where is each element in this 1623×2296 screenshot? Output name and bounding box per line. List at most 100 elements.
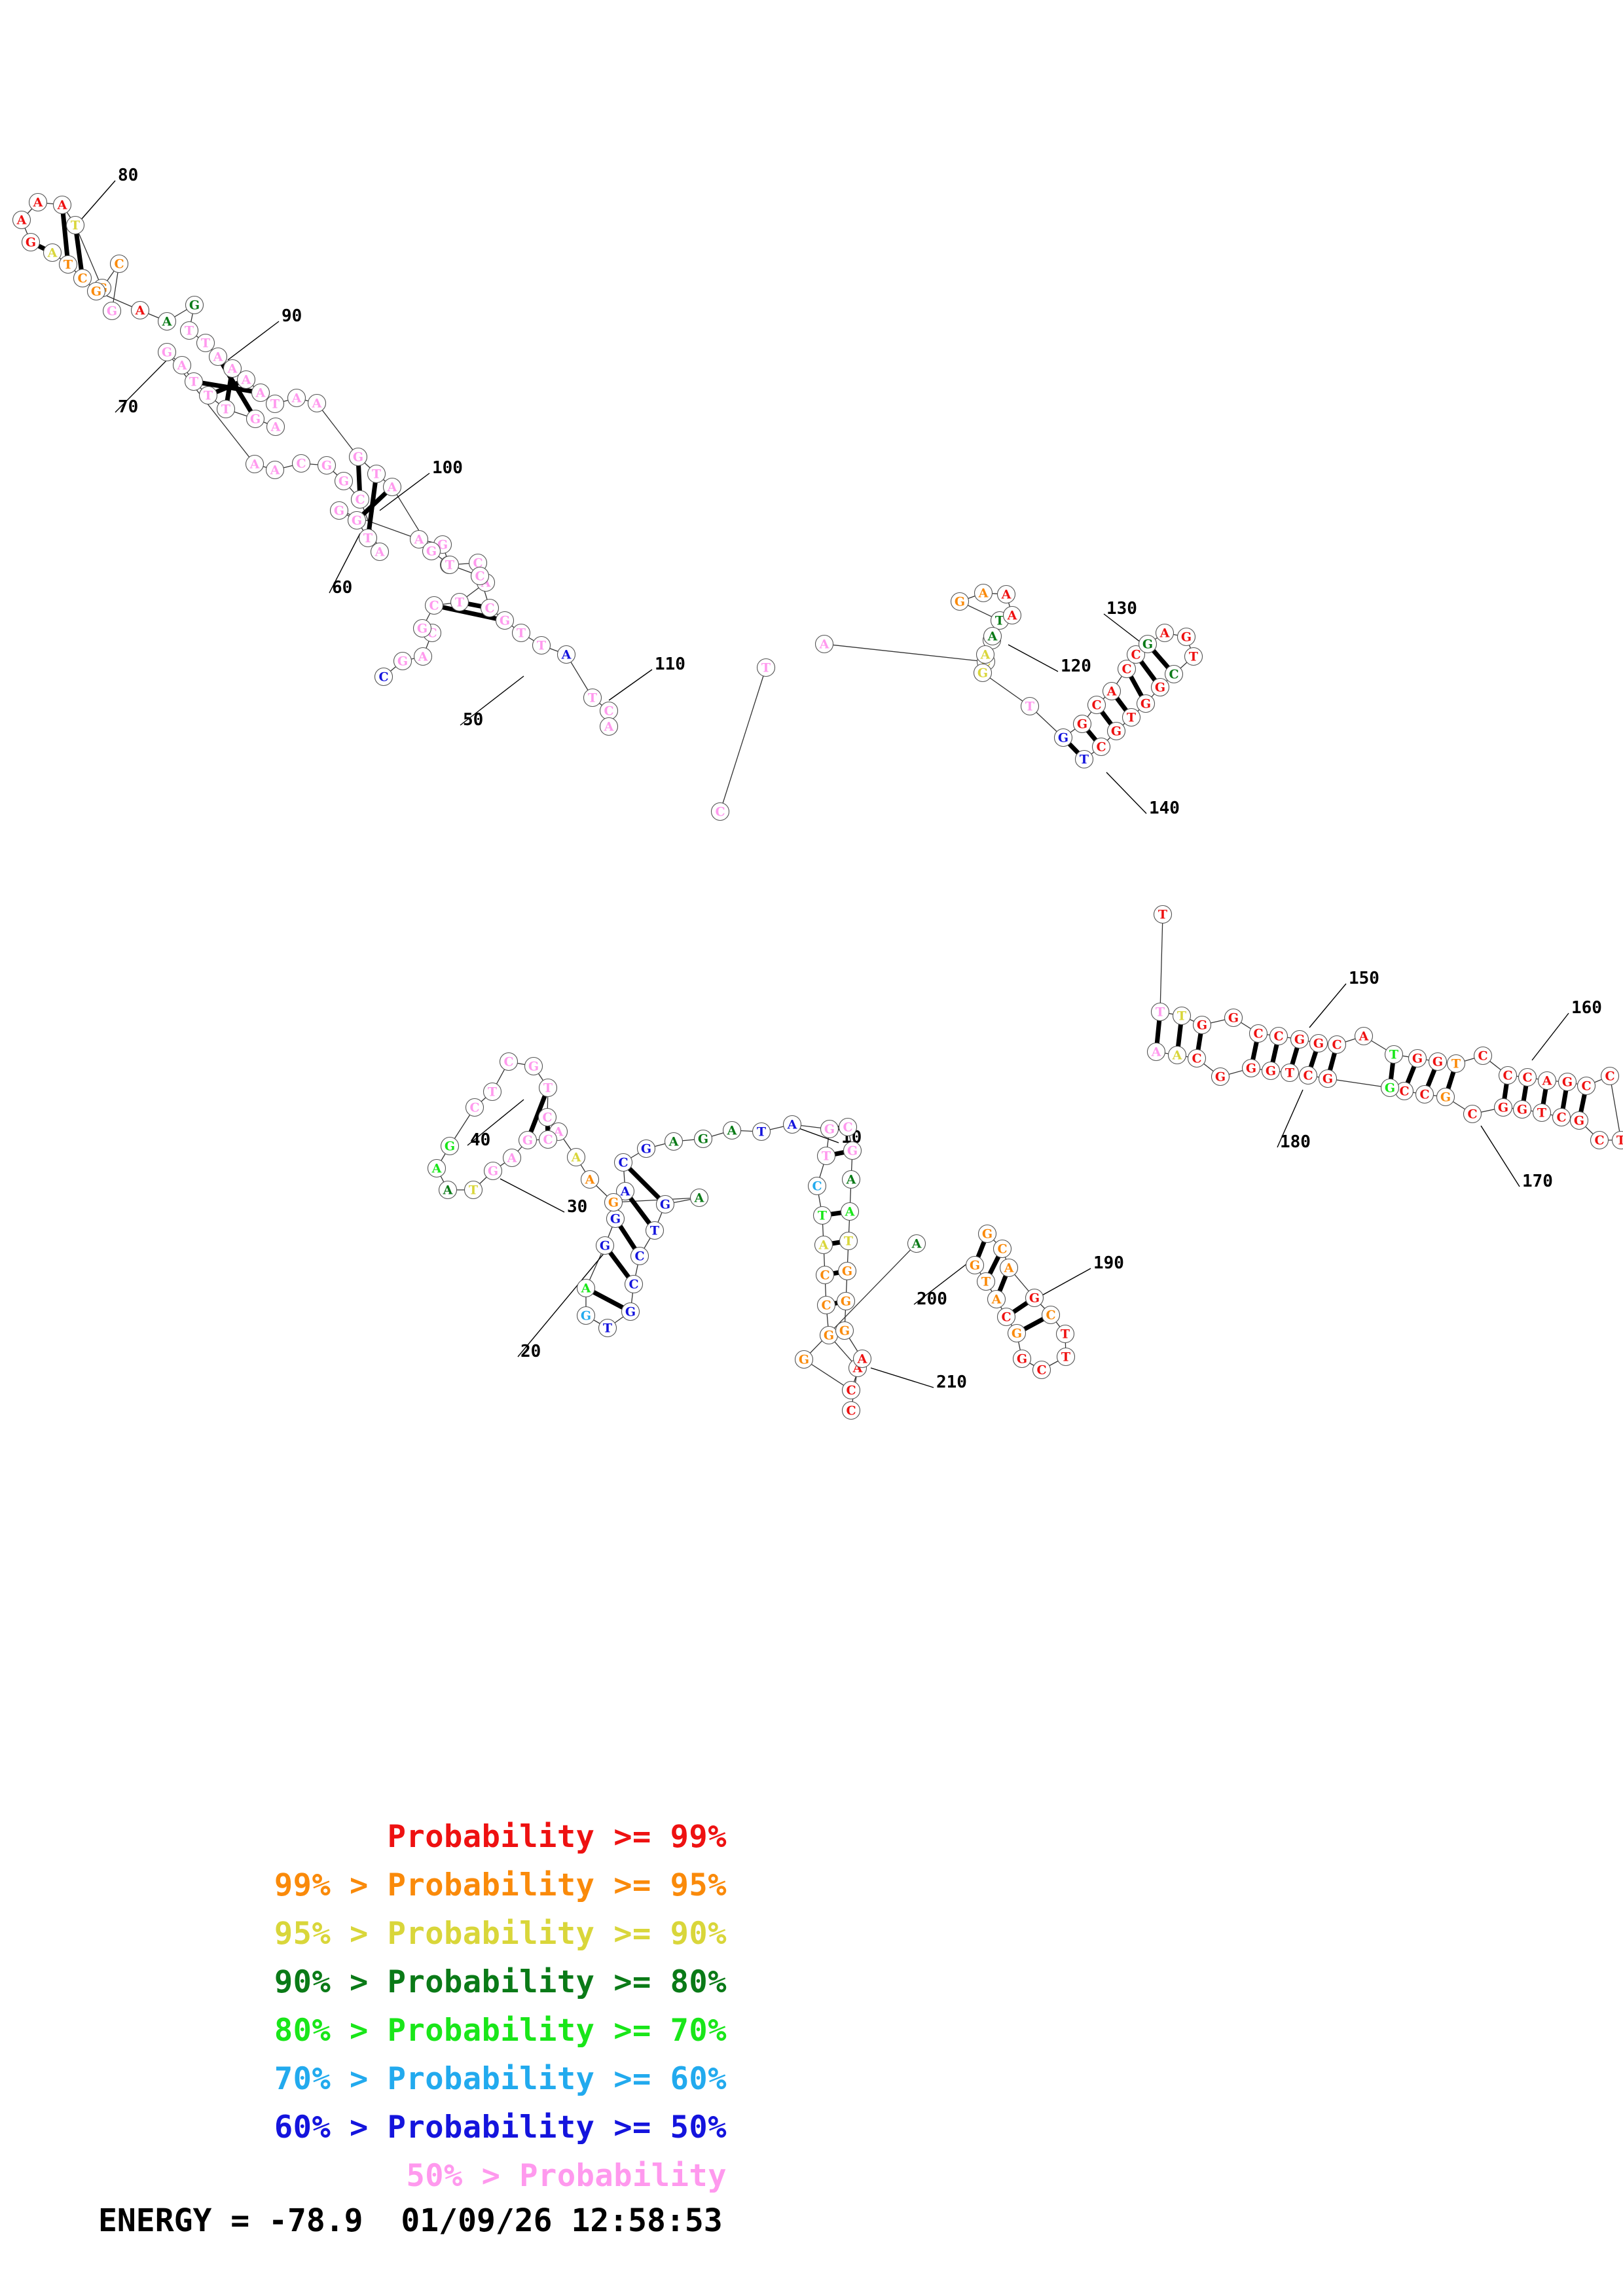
base-node[interactable]: T [1172,1006,1192,1026]
base-node[interactable]: A [427,1158,447,1178]
base-node[interactable]: G [246,409,265,429]
base-node[interactable]: G [21,232,41,252]
base-node[interactable]: G [794,1350,814,1369]
base-node[interactable]: T [1384,1045,1404,1064]
base-node[interactable]: G [843,1141,862,1160]
base-node[interactable]: T [812,1206,832,1225]
base-node[interactable]: G [1025,1288,1044,1308]
base-node[interactable]: C [841,1380,861,1400]
base-node[interactable]: C [1087,695,1106,715]
base-node[interactable]: T [1150,1002,1170,1022]
base-node[interactable]: T [440,555,460,575]
base-node[interactable]: T [976,1272,996,1291]
base-node[interactable]: T [1074,749,1094,769]
base-node[interactable]: A [236,370,256,389]
base-node[interactable]: T [1056,1347,1076,1367]
base-node[interactable]: C [993,1239,1012,1259]
base-node[interactable]: G [185,295,204,315]
base-node[interactable]: A [1167,1045,1187,1065]
base-node[interactable]: C [815,1265,835,1285]
base-node[interactable]: A [841,1170,861,1189]
base-node[interactable]: C [838,1117,858,1137]
base-node[interactable]: A [689,1188,709,1208]
base-node[interactable]: C [465,1098,484,1117]
base-node[interactable]: G [347,511,367,530]
base-node[interactable]: T [1611,1130,1623,1150]
base-node[interactable]: C [1415,1085,1434,1104]
base-node[interactable]: T [1020,696,1040,716]
base-node[interactable]: C [1590,1130,1609,1150]
base-node[interactable]: G [1106,721,1126,741]
base-node[interactable]: A [370,542,390,562]
base-node[interactable]: C [1552,1107,1571,1127]
base-node[interactable]: G [1072,714,1092,734]
base-node[interactable]: G [655,1194,675,1214]
base-node[interactable]: G [606,1209,625,1229]
base-node[interactable]: A [580,1170,600,1189]
base-node[interactable]: A [1537,1071,1557,1090]
base-node[interactable]: A [664,1132,684,1151]
base-node[interactable]: C [480,598,500,618]
base-node[interactable]: T [816,1146,836,1166]
base-node[interactable]: T [1184,647,1203,666]
base-node[interactable]: T [752,1122,771,1141]
base-node[interactable]: A [413,647,433,666]
base-node[interactable]: T [756,658,776,677]
base-node[interactable]: G [820,1119,839,1139]
base-node[interactable]: G [1176,627,1196,647]
base-node[interactable]: G [86,281,106,301]
base-node[interactable]: C [613,1153,633,1172]
base-node[interactable]: C [499,1052,519,1071]
base-node[interactable]: G [1569,1111,1589,1130]
base-node[interactable]: T [1280,1063,1300,1083]
base-node[interactable]: G [1558,1072,1577,1092]
base-node[interactable]: G [334,471,354,491]
base-node[interactable]: G [393,651,412,671]
base-node[interactable]: A [974,583,993,603]
base-node[interactable]: A [266,417,285,437]
base-node[interactable]: C [538,1107,557,1127]
base-node[interactable]: T [358,528,378,548]
base-node[interactable]: G [636,1139,656,1158]
base-node[interactable]: G [965,1255,985,1275]
base-node[interactable]: A [502,1148,522,1168]
base-node[interactable]: T [511,623,531,643]
base-node[interactable]: G [317,456,337,475]
base-node[interactable]: G [329,501,349,520]
base-node[interactable]: A [996,584,1016,604]
base-node[interactable]: C [374,667,393,687]
base-node[interactable]: A [438,1180,458,1200]
base-node[interactable]: G [440,1136,460,1156]
base-node[interactable]: T [179,321,199,340]
base-node[interactable]: G [422,541,441,561]
base-node[interactable]: C [1187,1049,1207,1068]
base-node[interactable]: T [450,592,469,612]
base-node[interactable]: G [977,1224,997,1244]
base-node[interactable]: C [1498,1066,1518,1085]
base-node[interactable]: C [1091,737,1111,757]
base-node[interactable]: G [1007,1323,1027,1343]
base-node[interactable]: A [987,1289,1006,1309]
base-node[interactable]: A [976,645,995,664]
base-node[interactable]: T [1153,905,1173,924]
base-node[interactable]: A [28,192,48,212]
base-node[interactable]: G [1436,1087,1455,1107]
base-node[interactable]: T [198,386,218,405]
base-node[interactable]: T [645,1221,665,1240]
base-node[interactable]: A [12,210,31,230]
base-node[interactable]: A [566,1147,586,1167]
base-node[interactable]: A [157,312,177,331]
base-node[interactable]: T [598,1318,617,1338]
base-node[interactable]: A [814,1235,833,1255]
base-node[interactable]: G [950,592,970,611]
base-node[interactable]: C [599,701,619,721]
base-node[interactable]: G [835,1321,854,1340]
base-node[interactable]: A [814,634,834,654]
base-node[interactable]: T [184,372,204,391]
base-node[interactable]: G [604,1193,623,1212]
base-node[interactable]: C [538,1130,558,1149]
base-node[interactable]: A [782,1115,802,1134]
base-node[interactable]: A [1155,623,1175,643]
base-node[interactable]: C [630,1246,649,1266]
base-node[interactable]: A [840,1202,860,1221]
